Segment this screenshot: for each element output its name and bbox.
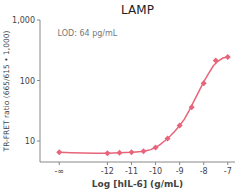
data-point xyxy=(165,136,171,142)
data-point xyxy=(177,123,183,129)
y-tick xyxy=(37,80,40,81)
x-tick xyxy=(107,162,108,165)
x-axis-label: Log [hIL-6] (g/mL) xyxy=(92,179,183,189)
y-tick-label: 10 xyxy=(25,137,35,146)
x-tick-label: -∞ xyxy=(54,167,64,176)
x-tick-label: -9 xyxy=(176,167,184,176)
x-axis-line xyxy=(40,162,235,163)
y-axis-label: TR-FRET ratio (665/615 • 1,000) xyxy=(2,31,11,153)
data-point xyxy=(153,145,159,151)
data-point xyxy=(128,149,134,155)
data-point xyxy=(141,148,147,154)
plot-area xyxy=(56,54,231,156)
curve xyxy=(59,57,228,153)
chart: -∞ -12 -11 -10 -9 -8 -7 10 100 1,000 LOD: 64 pg/mL… xyxy=(0,0,243,192)
x-tick xyxy=(203,162,204,165)
y-tick xyxy=(37,141,40,142)
data-point xyxy=(201,80,207,86)
x-tick xyxy=(131,162,132,165)
data-point xyxy=(225,54,231,60)
x-tick xyxy=(155,162,156,165)
x-tick xyxy=(59,162,60,165)
data-point xyxy=(116,150,122,156)
y-tick xyxy=(37,20,40,21)
x-tick-label: -12 xyxy=(101,167,114,176)
x-tick xyxy=(227,162,228,165)
x-tick-label: -11 xyxy=(125,167,138,176)
y-tick-label: 100 xyxy=(20,77,35,86)
title: LAMP xyxy=(121,3,154,17)
x-tick-label: -10 xyxy=(149,167,162,176)
x-tick-label: -8 xyxy=(200,167,208,176)
x-tick xyxy=(179,162,180,165)
data-point xyxy=(213,57,219,63)
x-tick-label: -7 xyxy=(224,167,232,176)
data-point xyxy=(56,149,62,155)
data-point xyxy=(104,150,110,156)
data-point xyxy=(189,104,195,110)
y-tick-label: 1,000 xyxy=(12,16,35,25)
annotation: LOD: 64 pg/mL xyxy=(58,29,118,38)
